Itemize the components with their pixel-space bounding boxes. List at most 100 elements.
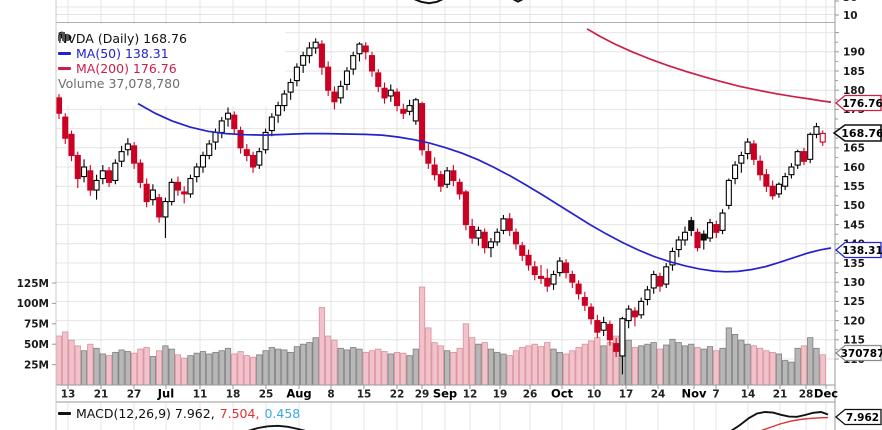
candle-body	[80, 166, 88, 178]
volume-bar	[237, 351, 244, 386]
rsi-path-fragment	[413, 0, 444, 5]
volume-bar	[675, 342, 682, 386]
candle-body	[494, 231, 501, 243]
date-label: 10	[587, 389, 602, 401]
candle-body	[650, 273, 657, 289]
candle-body	[331, 91, 338, 103]
macd-line-icon	[58, 412, 71, 415]
date-label: 15	[357, 389, 372, 401]
volume-bar	[512, 350, 520, 386]
volume-bar	[218, 350, 225, 386]
macd-legend-row: MACD(12,26,9) 7.962, 7.504, 0.458	[58, 406, 300, 421]
volume-bar	[300, 343, 307, 386]
volume-bar	[406, 355, 413, 386]
candle-body	[462, 191, 469, 226]
candle-body	[563, 262, 570, 274]
date-label: 21	[94, 389, 109, 401]
candle-body	[800, 151, 807, 162]
candle-body	[325, 66, 332, 91]
candle-body	[168, 181, 175, 203]
candle-body	[187, 177, 194, 195]
date-label: 29	[415, 389, 430, 401]
axis-badges: 176.76 168.76 138.31 370787 7.962	[832, 94, 882, 426]
candle-body	[231, 114, 238, 130]
legend-backdrop	[57, 24, 285, 106]
volume-bar	[562, 353, 570, 386]
candle-body	[512, 231, 520, 245]
volume-bar	[318, 307, 326, 386]
candle-body	[638, 300, 645, 316]
volume-bar	[437, 345, 444, 386]
rsi-scale-label: 10	[843, 10, 858, 22]
volume-bar	[738, 339, 745, 386]
ma200-line	[586, 28, 832, 103]
date-label: 14	[741, 389, 756, 401]
volume-bar	[68, 339, 75, 386]
candle-body	[174, 181, 181, 191]
volume-bar	[181, 357, 188, 386]
volume-bar	[362, 351, 369, 386]
axis-badge-value: 176.76	[842, 98, 882, 110]
candle-body	[750, 143, 757, 160]
volume-bar	[763, 350, 770, 386]
price-label: 190	[843, 47, 865, 59]
candle-body	[393, 91, 401, 107]
candle-body	[250, 154, 257, 168]
candle-body	[106, 170, 113, 183]
ma50-path	[137, 102, 832, 273]
volume-bar	[469, 337, 476, 386]
candle-body	[782, 176, 789, 187]
volume-bar	[199, 351, 207, 386]
candle-body	[406, 105, 413, 112]
date-label: 27	[127, 389, 142, 401]
date-label: 21	[773, 389, 788, 401]
volume-bar	[788, 361, 795, 386]
volume-bar	[206, 353, 213, 386]
date-label: 28	[799, 389, 814, 401]
candle-body	[368, 55, 376, 72]
volume-bar	[55, 335, 63, 386]
candle-body	[556, 260, 563, 274]
candle-body	[619, 318, 626, 357]
volume-bar	[149, 356, 156, 386]
rsi-path-fragment	[512, 0, 524, 3]
price-label: 180	[843, 85, 865, 97]
macd-panel-lines	[248, 411, 829, 430]
volume-bar	[631, 347, 639, 386]
candle-body	[425, 151, 432, 164]
candle-body	[669, 250, 676, 266]
candle-body	[581, 297, 588, 306]
volume-bar	[638, 345, 645, 386]
candle-body	[243, 149, 250, 157]
candle-body	[763, 174, 770, 187]
volume-bar	[212, 351, 219, 386]
volume-bar	[331, 339, 338, 386]
volume-bar	[112, 351, 119, 386]
volume-bar	[118, 349, 125, 386]
volume-bar	[412, 348, 419, 386]
candle-body	[118, 151, 125, 162]
volume-bar	[87, 343, 94, 386]
volume-bar	[819, 354, 826, 386]
ma200-label: MA(200) 176.76	[76, 61, 177, 76]
candle-body	[212, 131, 219, 143]
volume-bar	[337, 347, 344, 386]
volume-bar	[268, 347, 275, 386]
date-label: Aug	[286, 387, 311, 401]
candle-body	[199, 154, 207, 168]
volume-bar	[700, 348, 707, 386]
volume-bar	[500, 353, 507, 386]
candle-body	[694, 231, 701, 249]
volume-bar	[556, 351, 563, 386]
macd-signal-value: 7.504,	[219, 406, 260, 421]
candle-body	[268, 116, 275, 132]
volume-bar	[706, 346, 714, 386]
candle-body	[456, 181, 463, 195]
candle-body	[594, 320, 601, 333]
volume-bar	[644, 343, 651, 386]
axis-badge-value: 138.31	[842, 245, 882, 257]
candle-body	[575, 283, 582, 295]
price-label: 135	[843, 258, 865, 270]
chart-legend: NVDA (Daily) 168.76 MA(50) 138.31 MA(200…	[58, 31, 187, 91]
